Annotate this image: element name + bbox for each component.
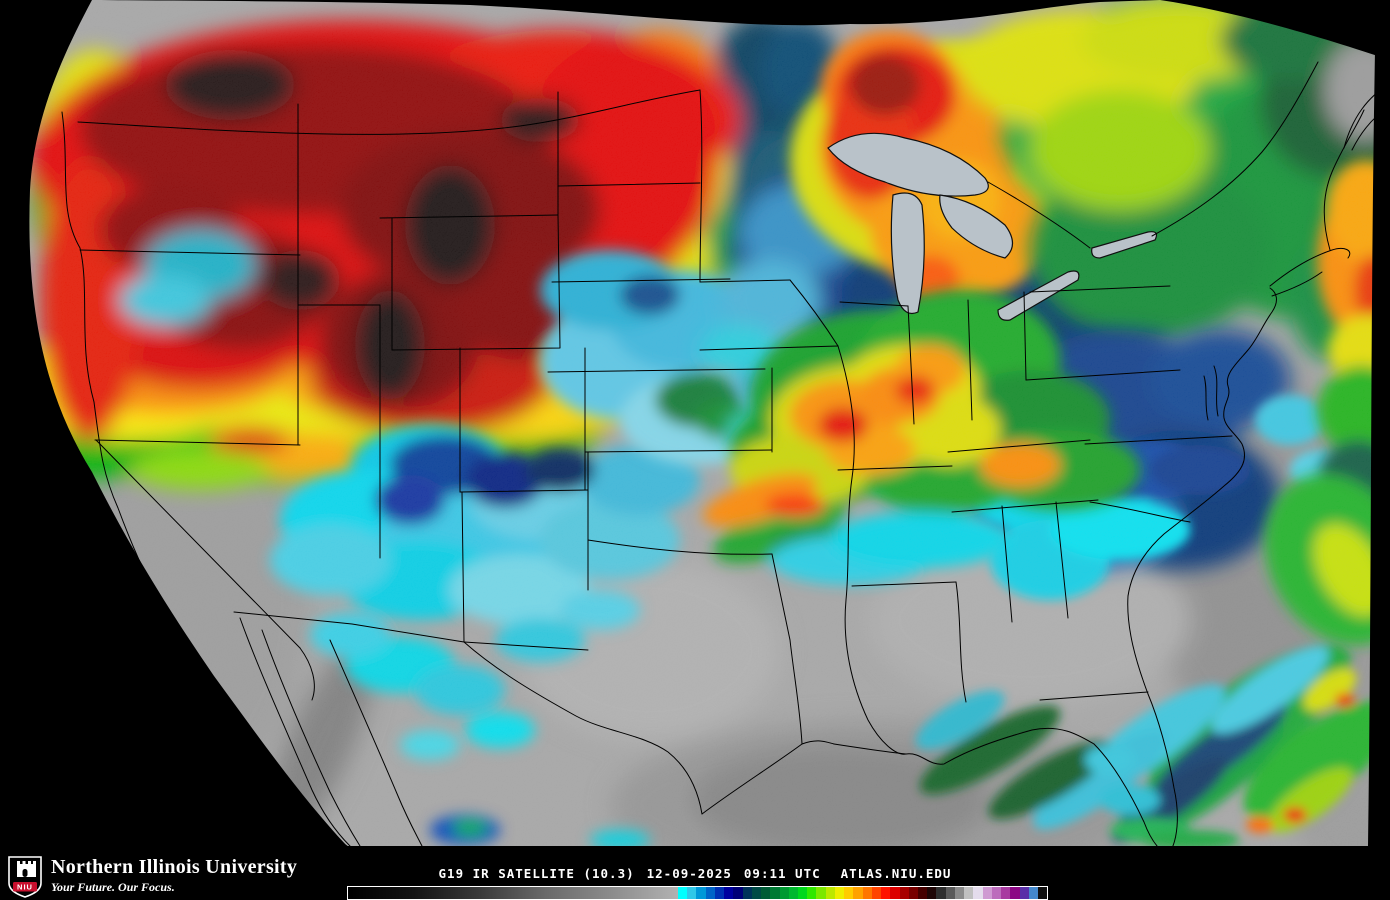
colorbar-segment xyxy=(779,887,789,899)
colorbar-segment xyxy=(733,887,743,899)
great-lakes xyxy=(827,132,1158,321)
colorbar-segment xyxy=(945,887,955,899)
image-caption: G19 IR SATELLITE (10.3) 12-09-2025 09:11 U… xyxy=(0,866,1390,881)
colorbar-segment xyxy=(714,887,725,899)
colorbar-segment xyxy=(1038,887,1048,899)
colorbar-segment xyxy=(816,887,826,899)
colorbar-segment xyxy=(844,887,854,899)
colorbar-segment xyxy=(761,887,771,899)
colorbar-segment xyxy=(890,887,900,899)
satellite-map-image xyxy=(0,0,1390,846)
colorbar-segment xyxy=(862,887,872,899)
lake-ontario xyxy=(1091,231,1158,259)
colorbar-segment xyxy=(687,887,697,899)
caption-product: G19 IR SATELLITE (10.3) xyxy=(438,866,635,881)
lake-huron xyxy=(939,194,1014,259)
colorbar-segment xyxy=(973,887,983,899)
lake-erie xyxy=(997,270,1080,321)
colorbar-segment xyxy=(825,887,835,899)
colorbar-segment xyxy=(936,887,946,899)
colorbar-segment xyxy=(982,887,992,899)
footer-bar: NIU Northern Illinois University Your Fu… xyxy=(0,846,1390,900)
colorbar-segment xyxy=(807,887,817,899)
colorbar-segment xyxy=(1001,887,1011,899)
colorbar-segment xyxy=(871,887,882,899)
colorbar-grayscale-ramp xyxy=(348,887,678,899)
niu-shield-icon: NIU xyxy=(8,856,42,898)
niu-shield-text: NIU xyxy=(17,883,33,892)
colorbar-segment xyxy=(908,887,919,899)
colorbar-segment xyxy=(696,887,706,899)
colorbar-segment xyxy=(954,887,965,899)
colorbar-segment xyxy=(1010,887,1020,899)
niu-tagline: Your Future. Our Focus. xyxy=(51,880,175,894)
colorbar-segment xyxy=(677,887,688,899)
lake-superior xyxy=(827,132,989,197)
satellite-map-svg xyxy=(0,0,1390,846)
state-borders xyxy=(61,61,1390,846)
colorbar-segment xyxy=(834,887,845,899)
scan-edge-mask xyxy=(0,0,1390,846)
colorbar-segment xyxy=(881,887,891,899)
colorbar-segment xyxy=(1028,887,1039,899)
colorbar-segment xyxy=(964,887,974,899)
colorbar-segment xyxy=(705,887,715,899)
colorbar-segment xyxy=(991,887,1002,899)
niu-org-name: Northern Illinois University xyxy=(51,856,298,878)
colorbar-legend xyxy=(347,886,1048,900)
colorbar-segment xyxy=(797,887,808,899)
colorbar-segment xyxy=(927,887,937,899)
colorbar-segment xyxy=(742,887,752,899)
colorbar-segment xyxy=(751,887,762,899)
caption-date: 12-09-2025 xyxy=(646,866,732,881)
colorbar-segment xyxy=(899,887,909,899)
colorbar-segment xyxy=(770,887,780,899)
niu-logo: NIU Northern Illinois University Your Fu… xyxy=(8,856,297,898)
lake-michigan xyxy=(890,192,925,315)
colorbar-segment xyxy=(1019,887,1029,899)
colorbar-segment xyxy=(853,887,863,899)
caption-site: ATLAS.NIU.EDU xyxy=(840,866,952,881)
caption-time: 09:11 UTC xyxy=(743,866,821,881)
colorbar-segments xyxy=(677,887,1048,899)
colorbar-segment xyxy=(724,887,734,899)
colorbar-segment xyxy=(918,887,928,899)
colorbar-segment xyxy=(788,887,798,899)
